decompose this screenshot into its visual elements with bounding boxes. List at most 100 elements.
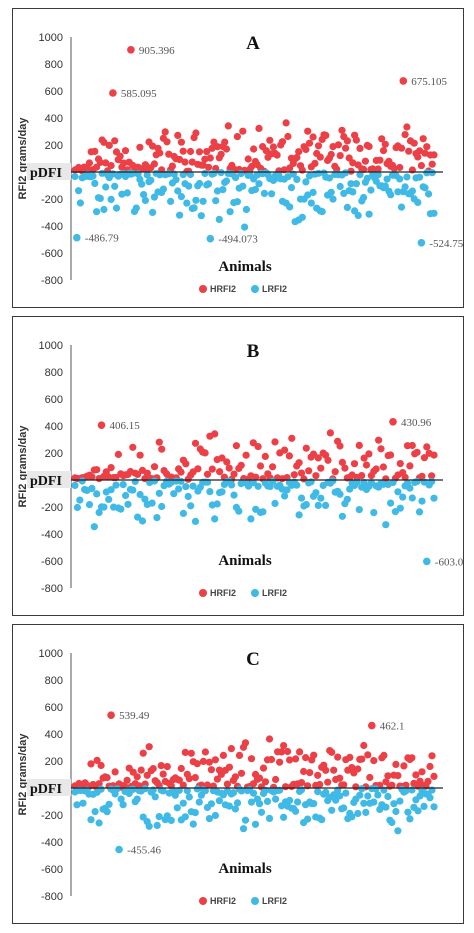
data-point-hrfi2 <box>365 142 373 151</box>
y-tick-label: 600 <box>45 702 63 714</box>
y-tick-label: 400 <box>45 421 63 433</box>
data-point-lrfi2 <box>362 808 370 816</box>
data-point-lrfi2 <box>239 825 248 833</box>
data-point-hrfi2 <box>208 144 216 152</box>
data-label: 675.105 <box>411 76 447 88</box>
y-tick-label: 800 <box>45 367 63 379</box>
data-point-hrfi2 <box>401 473 409 481</box>
data-point-hrfi2 <box>305 139 314 147</box>
data-point-lrfi2 <box>138 180 146 188</box>
data-point-lrfi2 <box>233 799 242 807</box>
data-point-lrfi2 <box>103 808 111 816</box>
data-point-lrfi2 <box>190 204 198 212</box>
data-point-hrfi2 <box>201 748 209 756</box>
data-point-hrfi2 <box>280 742 288 750</box>
legend-marker-hrfi2 <box>199 897 207 905</box>
data-point-hrfi2 <box>418 768 426 776</box>
data-point-hrfi2 <box>374 165 382 173</box>
data-point-lrfi2 <box>112 481 120 489</box>
zero-label-background <box>27 471 71 488</box>
data-point-lrfi2 <box>237 787 246 795</box>
data-point-hrfi2 <box>306 769 314 777</box>
annotated-data-point <box>417 239 426 247</box>
data-point-hrfi2 <box>384 772 392 780</box>
data-point-hrfi2 <box>139 749 147 757</box>
data-point-hrfi2 <box>302 444 310 452</box>
data-point-lrfi2 <box>112 204 121 212</box>
annotated-data-point <box>368 721 376 730</box>
data-point-hrfi2 <box>314 454 322 462</box>
data-point-hrfi2 <box>430 451 438 459</box>
data-point-lrfi2 <box>387 499 395 507</box>
data-point-hrfi2 <box>111 137 119 145</box>
data-point-lrfi2 <box>430 803 438 811</box>
data-point-lrfi2 <box>159 185 167 193</box>
data-point-hrfi2 <box>290 471 298 479</box>
data-point-hrfi2 <box>338 458 346 466</box>
data-point-hrfi2 <box>227 745 235 753</box>
data-point-hrfi2 <box>208 465 216 473</box>
data-point-hrfi2 <box>149 142 157 150</box>
data-point-lrfi2 <box>189 820 197 828</box>
data-point-lrfi2 <box>85 501 94 509</box>
data-point-lrfi2 <box>374 171 382 179</box>
data-point-hrfi2 <box>347 167 355 175</box>
data-point-hrfi2 <box>213 775 221 783</box>
data-point-hrfi2 <box>354 765 362 773</box>
data-point-hrfi2 <box>390 164 398 172</box>
data-point-lrfi2 <box>414 198 422 206</box>
data-point-hrfi2 <box>314 771 322 779</box>
legend-marker-lrfi2 <box>251 589 259 597</box>
data-point-hrfi2 <box>174 131 182 139</box>
data-point-lrfi2 <box>151 793 159 801</box>
data-point-hrfi2 <box>272 775 280 784</box>
legend-label-hrfi2: HRFI2 <box>210 896 236 906</box>
data-label: -455.46 <box>127 845 161 857</box>
data-point-lrfi2 <box>281 492 289 500</box>
data-point-hrfi2 <box>426 762 434 771</box>
data-point-hrfi2 <box>380 751 388 759</box>
y-tick-label: -400 <box>41 529 63 541</box>
data-point-lrfi2 <box>105 495 113 503</box>
data-point-lrfi2 <box>414 807 422 815</box>
data-point-lrfi2 <box>186 170 195 179</box>
data-point-lrfi2 <box>348 813 356 821</box>
data-point-hrfi2 <box>155 438 163 446</box>
data-label: -603.05 <box>435 556 463 568</box>
data-point-lrfi2 <box>235 507 243 515</box>
y-tick-label: 800 <box>45 675 63 687</box>
data-point-lrfi2 <box>310 800 318 808</box>
data-point-lrfi2 <box>381 182 389 190</box>
data-point-lrfi2 <box>312 489 320 497</box>
data-point-hrfi2 <box>311 159 319 167</box>
data-point-hrfi2 <box>397 144 406 152</box>
data-point-lrfi2 <box>228 481 236 489</box>
series-lrfi2 <box>71 785 438 835</box>
data-point-hrfi2 <box>95 780 103 788</box>
legend-marker-lrfi2 <box>251 897 259 905</box>
data-point-hrfi2 <box>149 765 157 773</box>
data-point-hrfi2 <box>233 133 241 141</box>
data-point-lrfi2 <box>394 827 402 835</box>
data-point-hrfi2 <box>91 147 99 155</box>
data-point-lrfi2 <box>356 171 364 179</box>
data-point-lrfi2 <box>145 822 153 830</box>
data-point-hrfi2 <box>204 163 213 171</box>
data-point-lrfi2 <box>360 799 368 807</box>
y-axis-title: RFI2 grams/day <box>17 425 29 508</box>
data-point-lrfi2 <box>388 818 396 827</box>
zero-line-label: pDFI <box>30 166 62 181</box>
data-point-lrfi2 <box>309 188 317 196</box>
data-point-hrfi2 <box>324 778 332 786</box>
data-point-hrfi2 <box>237 461 245 469</box>
data-point-hrfi2 <box>165 150 173 158</box>
data-point-hrfi2 <box>379 147 388 155</box>
data-point-hrfi2 <box>361 157 369 165</box>
data-point-hrfi2 <box>365 450 373 458</box>
data-point-hrfi2 <box>105 141 113 149</box>
data-point-hrfi2 <box>358 755 366 763</box>
data-point-hrfi2 <box>414 153 422 161</box>
data-point-hrfi2 <box>206 154 214 162</box>
